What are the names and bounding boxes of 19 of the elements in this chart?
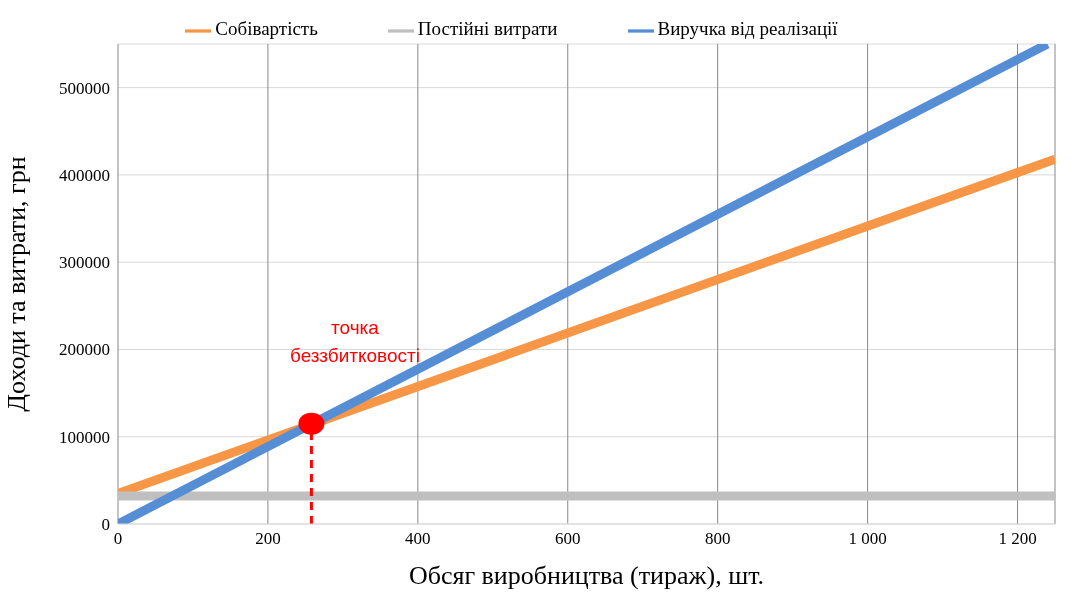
annotation: точка беззбитковості [289,316,421,368]
x-tick-label: 200 [255,529,281,549]
x-tick-label: 800 [704,529,731,549]
x-tick-label: 600 [555,529,581,549]
x-tick-label: 1 000 [848,529,887,549]
x-axis-title: Обсяг виробництва (тираж), шт. [408,561,765,590]
y-tick-label: 400000 [59,165,110,185]
x-tick-label: 400 [405,529,431,549]
x-tick-label: 0 [113,529,123,549]
legend-label: Постійні витрати [417,18,558,40]
x-tick-label: 1 200 [998,529,1037,549]
y-tick-label: 100000 [59,427,110,447]
legend-label: Собівартість [215,18,318,40]
y-tick-label: 300000 [59,253,110,273]
y-tick-label: 200000 [59,340,110,360]
legend-label: Виручка від реалізації [657,18,838,40]
y-tick-label: 500000 [59,78,110,98]
y-axis-title: Доходи та витрати, грн [2,156,32,412]
y-tick-label: 0 [101,515,110,535]
